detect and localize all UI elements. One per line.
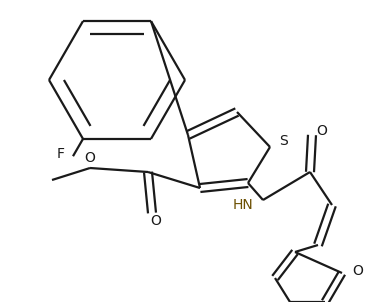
Text: S: S — [280, 134, 288, 148]
Text: O: O — [85, 151, 95, 165]
Text: O: O — [317, 124, 327, 138]
Text: O: O — [352, 264, 363, 278]
Text: O: O — [150, 214, 162, 228]
Text: F: F — [57, 147, 65, 161]
Text: HN: HN — [232, 198, 253, 212]
